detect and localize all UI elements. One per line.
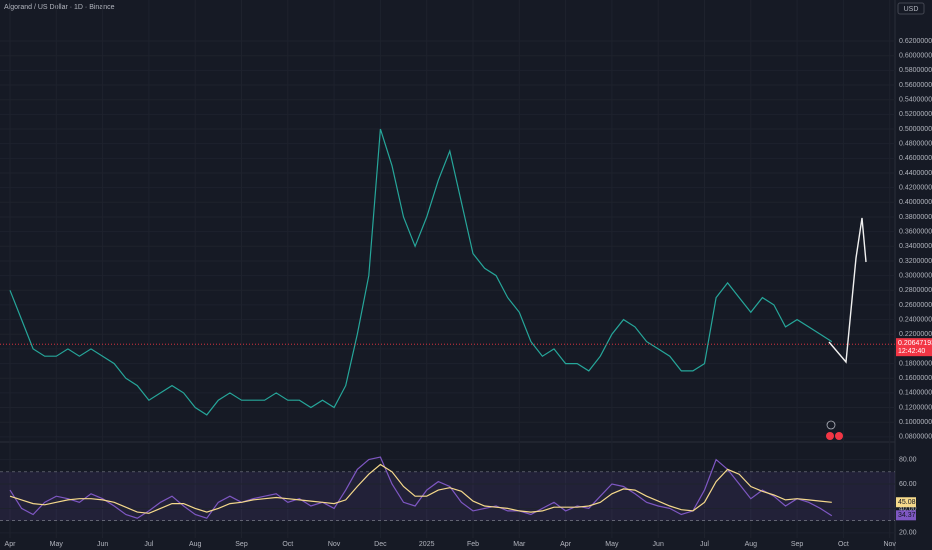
x-tick-label: Dec <box>374 541 387 548</box>
x-tick-label: Feb <box>467 541 479 548</box>
x-tick-label: Sep <box>235 541 248 548</box>
x-tick-label: Aug <box>745 541 758 548</box>
x-tick-label: Oct <box>838 541 849 548</box>
last-price-tag <box>896 338 932 357</box>
drawn-arrow <box>828 217 867 364</box>
y-tick-label: 40.00 <box>899 505 917 512</box>
x-tick-label: Apr <box>5 541 17 548</box>
x-tick-label: Mar <box>513 541 526 548</box>
event-icon[interactable] <box>835 432 843 440</box>
x-tick-label: Jul <box>700 541 709 548</box>
x-tick-label: Sep <box>791 541 804 548</box>
x-tick-label: 2025 <box>419 541 435 548</box>
currency-box[interactable] <box>897 2 925 15</box>
chart-title: Algorand / US Dollar · 1D · Binance <box>4 4 115 11</box>
x-tick-label: Jun <box>97 541 108 548</box>
x-tick-label: May <box>605 541 619 548</box>
y-tick-label: 20.00 <box>899 530 917 537</box>
y-tick-label: 60.00 <box>899 481 917 488</box>
x-tick-label: May <box>50 541 64 548</box>
y-tick-label: 80.00 <box>899 456 917 463</box>
price-line <box>9 128 833 416</box>
last-price-label: 0.20647193 <box>898 340 932 347</box>
rsi-band <box>0 471 895 521</box>
event-icon[interactable] <box>826 420 836 430</box>
value-tag-label: 34.37 <box>898 512 916 519</box>
rsi-line <box>9 463 832 514</box>
x-tick-label: Nov <box>883 541 896 548</box>
value-tag <box>896 497 916 508</box>
x-tick-label: Nov <box>328 541 341 548</box>
rsi-line <box>9 456 833 519</box>
value-tag-label: 45.08 <box>898 499 916 506</box>
x-tick-label: Aug <box>189 541 202 548</box>
countdown: 12:42:40 <box>898 348 925 355</box>
x-tick-label: Oct <box>282 541 293 548</box>
y-tick-label: 0.62000000 <box>899 38 932 45</box>
event-icon[interactable] <box>826 432 834 440</box>
value-tag <box>896 510 916 521</box>
currency[interactable]: USD <box>904 6 919 13</box>
x-tick-label: Jul <box>144 541 153 548</box>
x-tick-label: Jun <box>653 541 664 548</box>
x-tick-label: Apr <box>560 541 572 548</box>
